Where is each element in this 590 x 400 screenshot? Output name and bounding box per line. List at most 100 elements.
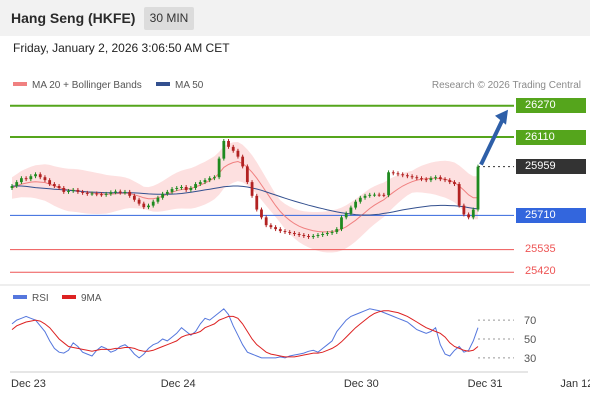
candle-body (434, 177, 438, 179)
ma20-line (11, 160, 478, 233)
credit-text: Research © 2026 Trading Central (431, 80, 581, 91)
candle-body (156, 197, 160, 202)
legend-ma50-label: MA 50 (175, 80, 204, 91)
candle-body (43, 177, 47, 181)
candle-body (471, 209, 475, 218)
candle-body (203, 180, 207, 183)
candle-body (95, 193, 99, 195)
candle-body (443, 179, 447, 181)
rsi-tick-70: 70 (524, 315, 536, 327)
candle-body (250, 182, 254, 196)
candle-body (85, 192, 89, 194)
candle-body (438, 177, 442, 180)
candle-body (189, 187, 193, 190)
level-label-current-2: 25959 (516, 159, 586, 175)
candle-body (354, 201, 358, 208)
x-tick-label-1: Dec 24 (161, 378, 196, 390)
candle-body (62, 187, 66, 192)
candle-body (297, 234, 301, 236)
candle-body (269, 225, 273, 228)
candle-body (401, 174, 405, 176)
candle-body (424, 179, 428, 181)
candle-body (109, 192, 113, 194)
x-tick-label-3: Dec 31 (468, 378, 503, 390)
candle-body (311, 235, 315, 237)
candle-body (274, 227, 277, 230)
candle-body (114, 191, 117, 193)
rsi-line (11, 308, 479, 359)
candle-body (147, 205, 150, 208)
rsi-tick-50: 50 (524, 334, 536, 346)
candle-body (236, 150, 240, 157)
candle-body (429, 178, 433, 181)
legend-ma20-label: MA 20 + Bollinger Bands (32, 80, 142, 91)
legend-ma50: MA 50 (156, 80, 203, 91)
candle-body (340, 217, 343, 230)
candle-body (10, 186, 14, 188)
candle-body (302, 234, 306, 236)
candle-body (15, 182, 19, 187)
candle-body (405, 175, 409, 177)
level-label-pivot-3: 25710 (516, 207, 586, 223)
candle-body (184, 187, 188, 190)
candle-body (462, 205, 466, 215)
candle-body (52, 184, 56, 187)
candle-body (382, 194, 386, 196)
timeframe-button[interactable]: 30 MIN (144, 7, 194, 30)
candle-body (222, 140, 226, 159)
candle-body (330, 232, 334, 234)
candle-body (29, 176, 33, 180)
candle-body (217, 158, 221, 178)
candle-body (20, 178, 23, 183)
candle-body (415, 177, 419, 179)
candle-body (123, 191, 127, 193)
candle-body (363, 195, 367, 198)
bollinger-band (12, 142, 478, 253)
candle-body (387, 172, 390, 196)
candle-body (358, 197, 362, 202)
candle-body (71, 189, 75, 191)
candle-body (132, 195, 136, 200)
candle-body (90, 193, 94, 195)
candle-body (420, 178, 423, 180)
candle-body (241, 156, 245, 167)
level-label-support-5: 25420 (525, 265, 556, 278)
candle-body (180, 187, 183, 188)
candle-body (278, 229, 282, 232)
candle-body (349, 207, 353, 214)
x-tick-label-4: Jan 12 (560, 378, 590, 390)
candle-body (227, 140, 230, 147)
candle-body (391, 172, 395, 174)
candle-body (448, 180, 452, 183)
level-label-resistance-1: 26110 (516, 129, 586, 145)
ma50-line (12, 185, 479, 216)
candle-body (231, 146, 235, 151)
candle-body (410, 176, 414, 178)
rsi-tick-30: 30 (524, 353, 536, 365)
candle-body (24, 178, 28, 180)
candle-body (198, 182, 202, 185)
candle-body (34, 174, 37, 177)
legend-rsi-ma-label: 9MA (81, 293, 102, 304)
legend-rsi-ma: 9MA (62, 293, 102, 304)
candle-body (293, 233, 296, 235)
level-label-resistance-0: 26270 (516, 98, 586, 114)
legend-rsi-label: RSI (32, 293, 49, 304)
candle-body (48, 180, 52, 185)
candle-body (396, 173, 400, 175)
candle-body (255, 195, 259, 210)
candle-body (344, 213, 348, 218)
candle-body (335, 229, 339, 233)
candle-body (175, 187, 179, 189)
forecast-arrow-head (495, 109, 508, 125)
candle-body (307, 235, 310, 237)
candle-body (288, 232, 292, 234)
level-label-support-4: 25535 (525, 242, 556, 255)
forecast-arrow-shaft (479, 117, 505, 166)
candle-body (57, 186, 61, 188)
candle-body (151, 201, 155, 206)
candle-body (368, 194, 372, 196)
instrument-title: Hang Seng (HKFE) (11, 10, 136, 26)
candle-body (377, 194, 381, 196)
